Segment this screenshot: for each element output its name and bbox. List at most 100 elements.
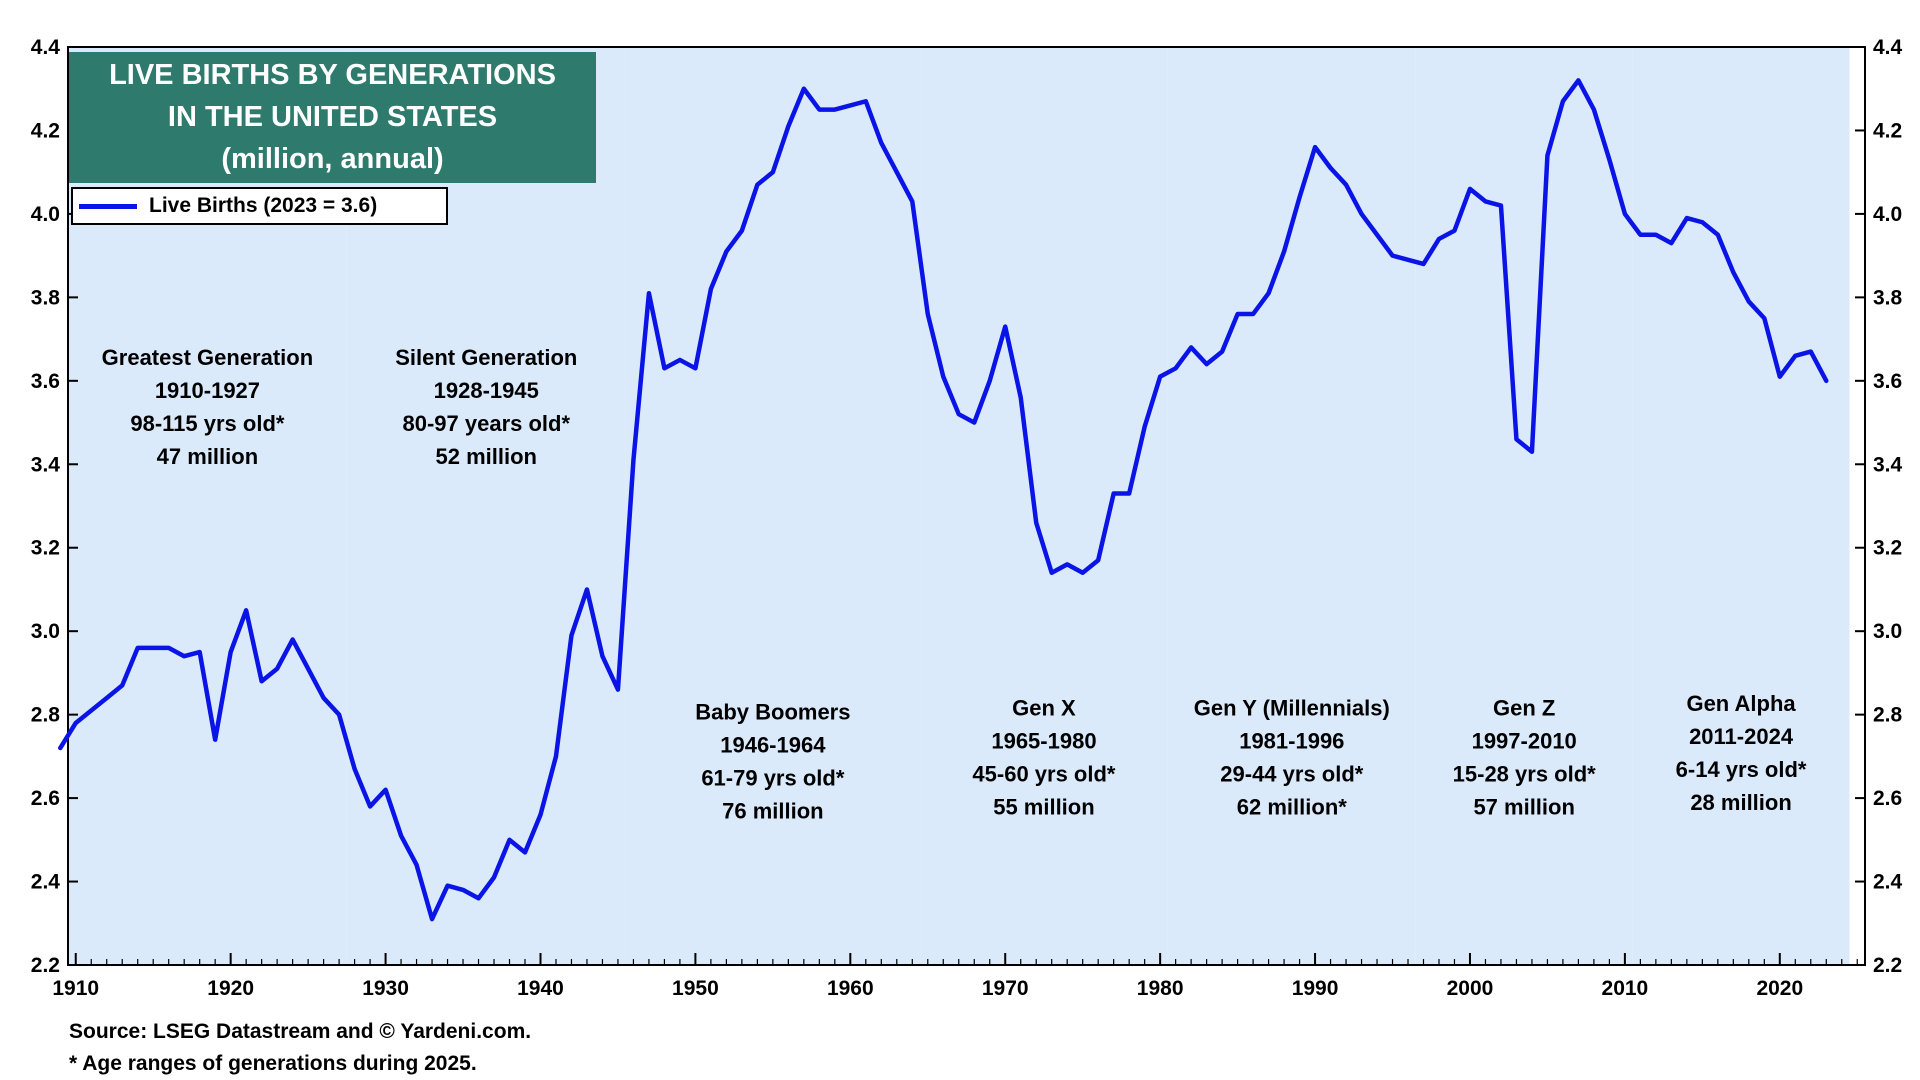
data-point-2019 (1762, 316, 1766, 320)
data-point-2018 (1747, 299, 1751, 304)
y-tick-label-right-5: 3.2 (1873, 537, 1902, 560)
generation-band-6 (1632, 47, 1850, 965)
data-point-1986 (1251, 312, 1255, 316)
data-point-1919 (213, 738, 217, 742)
data-point-1994 (1375, 233, 1379, 237)
data-point-1975 (1081, 571, 1085, 575)
data-point-1952 (724, 249, 728, 254)
data-point-1964 (910, 199, 914, 203)
data-point-1982 (1189, 345, 1193, 350)
data-point-1937 (492, 875, 496, 879)
generation-label-2-line-0: Baby Boomers (695, 700, 850, 725)
y-tick-label-right-6: 3.4 (1873, 453, 1903, 476)
data-point-1917 (182, 654, 186, 658)
y-tick-label-right-0: 2.2 (1873, 954, 1902, 977)
y-tick-label-left-0: 2.2 (31, 954, 60, 977)
y-tick-label-left-6: 3.4 (31, 453, 61, 476)
data-point-1966 (941, 375, 945, 379)
data-point-1953 (740, 229, 744, 233)
data-point-1988 (1282, 249, 1286, 254)
data-point-1967 (957, 412, 961, 416)
data-point-2002 (1499, 203, 1503, 208)
generation-label-3-line-2: 45-60 yrs old* (972, 761, 1116, 786)
data-point-1980 (1158, 375, 1162, 379)
generation-label-0-line-3: 47 million (157, 444, 258, 469)
data-point-1936 (476, 896, 481, 900)
data-point-1932 (414, 863, 419, 867)
generation-label-6-line-3: 28 million (1690, 790, 1791, 815)
data-point-1959 (833, 107, 837, 112)
data-point-1949 (678, 358, 682, 362)
data-point-1914 (136, 646, 140, 650)
data-point-1942 (569, 633, 574, 637)
y-tick-label-right-4: 3.0 (1873, 620, 1902, 643)
data-point-1997 (1421, 262, 1426, 266)
generation-label-6-line-0: Gen Alpha (1686, 691, 1796, 716)
x-tick-label-5: 1960 (827, 977, 874, 1000)
y-tick-label-right-3: 2.8 (1873, 704, 1903, 727)
data-point-1971 (1019, 395, 1023, 400)
data-point-2023 (1824, 379, 1828, 383)
y-tick-label-right-11: 4.4 (1873, 36, 1903, 59)
generation-band-5 (1415, 47, 1633, 965)
y-tick-label-left-1: 2.4 (31, 871, 61, 894)
data-point-1998 (1437, 237, 1441, 241)
data-point-1929 (368, 804, 372, 809)
data-point-1921 (244, 608, 248, 612)
data-point-1977 (1112, 491, 1116, 496)
generation-label-2-line-2: 61-79 yrs old* (701, 766, 845, 791)
data-point-1945 (616, 688, 620, 692)
data-point-1915 (151, 646, 155, 650)
data-point-2008 (1592, 107, 1596, 112)
generation-label-5-line-0: Gen Z (1493, 695, 1555, 720)
data-point-1992 (1344, 183, 1348, 187)
data-point-1996 (1406, 258, 1410, 262)
y-tick-label-left-7: 3.6 (31, 370, 60, 393)
data-point-1935 (461, 888, 465, 892)
data-point-2015 (1700, 220, 1704, 224)
generation-label-2-line-3: 76 million (722, 799, 823, 824)
y-tick-label-left-8: 3.8 (31, 286, 61, 309)
data-point-2012 (1654, 233, 1658, 237)
data-point-1984 (1220, 350, 1224, 354)
y-tick-label-right-7: 3.6 (1873, 370, 1902, 393)
legend-line-swatch (79, 203, 137, 209)
series-layer (58, 78, 1829, 922)
y-tick-label-left-4: 3.0 (31, 620, 60, 643)
data-point-2001 (1483, 199, 1488, 203)
data-point-1973 (1050, 571, 1054, 575)
data-point-1918 (198, 650, 202, 654)
data-point-2020 (1778, 375, 1782, 379)
age-footnote: * Age ranges of generations during 2025. (69, 1052, 477, 1075)
data-point-1941 (554, 754, 558, 758)
generation-bands (68, 47, 1850, 965)
x-tick-label-8: 1990 (1292, 977, 1339, 1000)
data-point-1950 (693, 366, 698, 370)
data-point-1983 (1205, 362, 1209, 366)
y-tick-label-left-3: 2.8 (31, 704, 61, 727)
data-point-2011 (1638, 233, 1642, 237)
generation-band-3 (920, 47, 1168, 965)
data-point-2014 (1685, 216, 1689, 220)
data-point-1948 (662, 366, 667, 370)
data-point-2010 (1623, 212, 1627, 216)
legend-label: Live Births (2023 = 3.6) (149, 194, 378, 217)
data-point-2003 (1514, 437, 1519, 441)
data-point-1909 (58, 746, 62, 750)
data-point-1934 (445, 884, 450, 888)
x-tick-label-6: 1970 (982, 977, 1029, 1000)
generation-label-4-line-2: 29-44 yrs old* (1220, 761, 1364, 786)
data-point-1968 (972, 420, 976, 425)
data-point-1978 (1127, 491, 1131, 496)
data-point-1913 (120, 683, 124, 688)
data-point-1981 (1174, 366, 1178, 370)
generation-band-1 (346, 47, 626, 965)
data-point-1940 (538, 813, 543, 817)
data-point-1974 (1065, 562, 1069, 567)
chart-title-line-3: (million, annual) (221, 143, 444, 175)
data-point-1912 (105, 696, 109, 700)
y-tick-label-left-5: 3.2 (31, 537, 60, 560)
generation-label-4-line-0: Gen Y (Millennials) (1194, 695, 1390, 720)
data-point-1957 (802, 87, 806, 91)
